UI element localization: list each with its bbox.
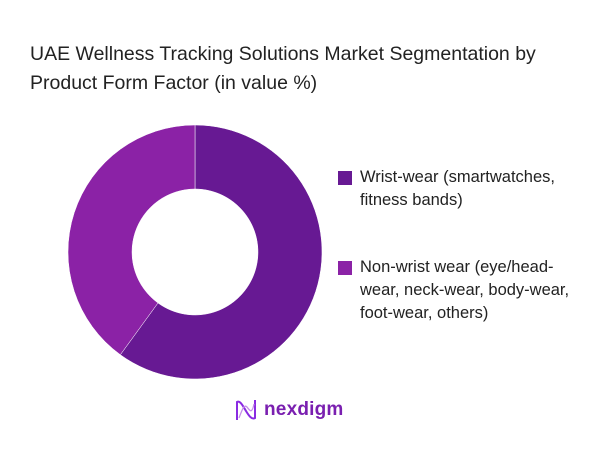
- legend-item-wrist-wear: Wrist-wear (smartwatches, fitness bands): [338, 166, 590, 212]
- legend-swatch: [338, 261, 352, 275]
- donut-slice-1: [67, 124, 196, 356]
- chart-title: UAE Wellness Tracking Solutions Market S…: [30, 43, 536, 94]
- brand-logo: nexdigm: [234, 398, 344, 422]
- legend-swatch: [338, 171, 352, 185]
- nexdigm-logo-icon: [236, 400, 256, 420]
- brand-name: nexdigm: [264, 399, 344, 420]
- legend-label: Non-wrist wear (eye/head-wear, neck-wear…: [360, 258, 570, 322]
- legend-item-non-wrist-wear: Non-wrist wear (eye/head-wear, neck-wear…: [338, 256, 590, 325]
- donut-slice-0: [120, 124, 323, 380]
- legend-label: Wrist-wear (smartwatches, fitness bands): [360, 168, 555, 209]
